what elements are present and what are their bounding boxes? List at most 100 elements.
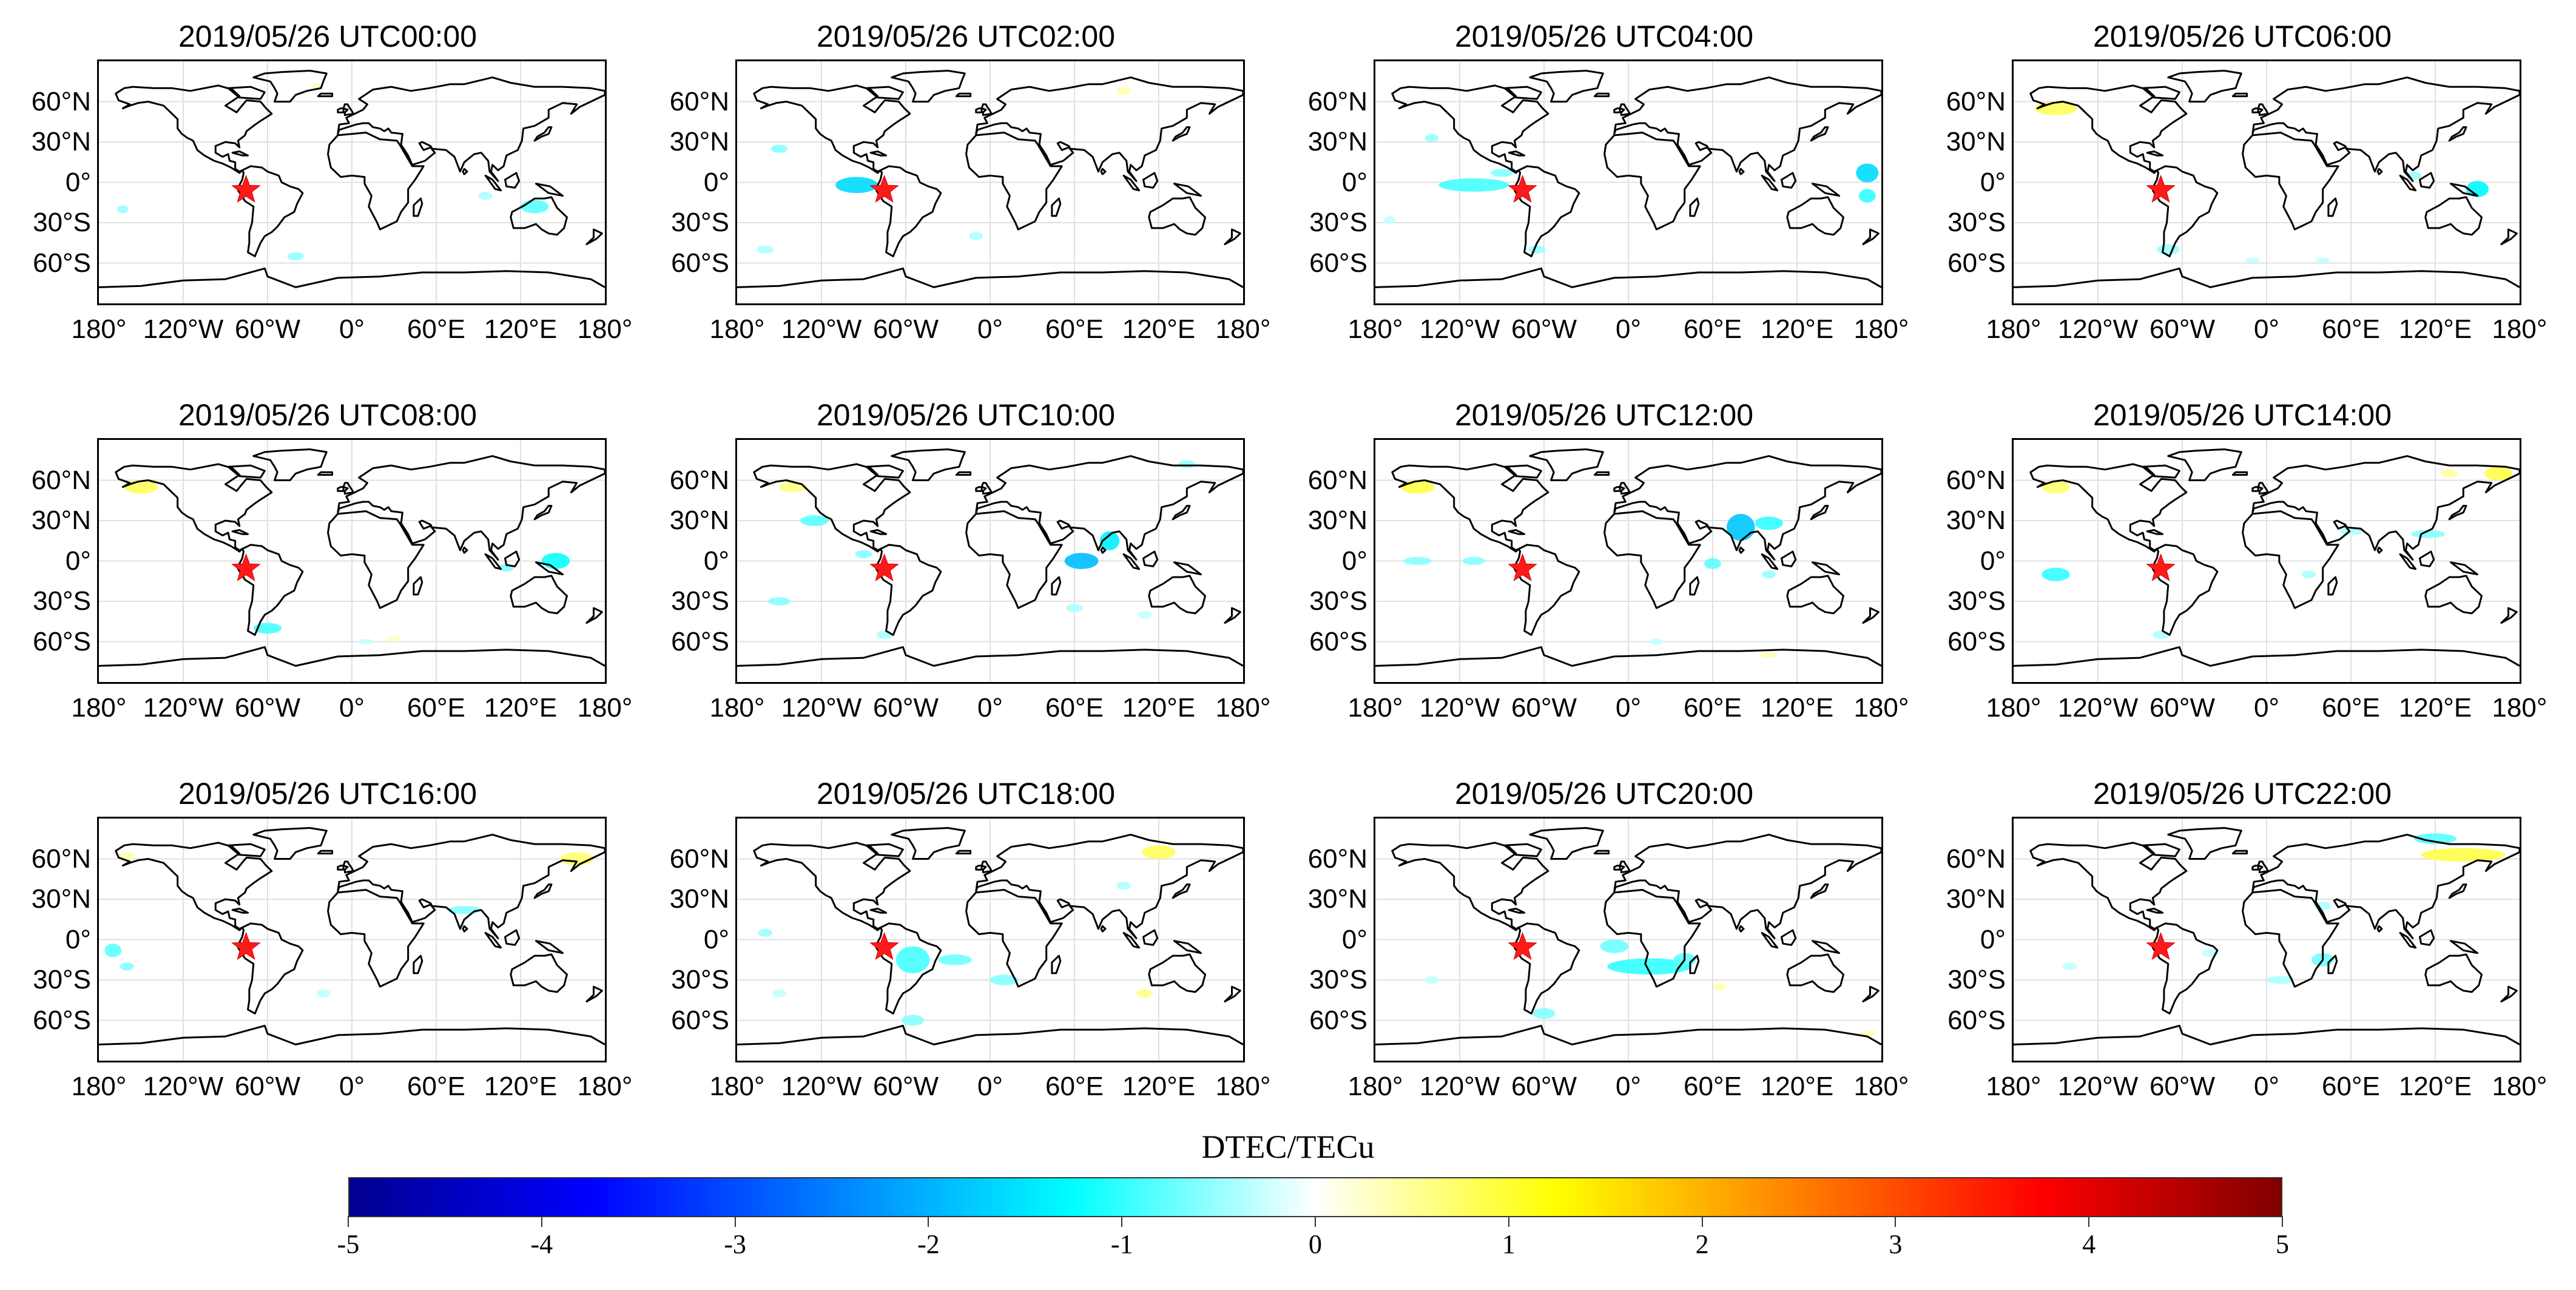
coastline-uk [342,482,354,495]
coastline-iceland [317,92,334,98]
latitude-tick-label: 30°N [1307,884,1367,914]
coastline-australia [1786,196,1844,236]
positive-dtec-anomaly [309,83,324,89]
longitude-tick-label: 180° [71,693,127,723]
longitude-tick-label: 120°E [484,693,558,723]
coastline-australia [510,196,568,236]
longitude-tick-label: 180° [1347,1072,1403,1101]
map-frame [97,438,607,684]
latitude-tick-label: 30°N [1307,505,1367,535]
coastline-north-america [115,463,273,553]
coastline-japan [1172,505,1191,521]
longitude-tick-label: 180° [1986,1072,2042,1101]
coastline-north-america [753,842,911,931]
world-map [1375,61,1881,303]
map-frame [1374,438,1883,684]
negative-dtec-anomaly [1066,604,1083,612]
negative-dtec-anomaly [2339,527,2362,536]
coastline-cuba [231,529,249,535]
map-panel: 2019/05/26 UTC08:00 60°N 30°N 0° 30°S 60°S 180… [0,397,655,761]
longitude-tick-label: 60°E [1684,693,1742,723]
coastline-ireland [2251,107,2259,113]
latitude-tick-label: 30°S [671,965,729,995]
coastline-sumatra [1122,174,1141,192]
coastline-eurasia [337,76,605,182]
longitude-tick-label: 60°E [1684,314,1742,344]
coastline-greenland [1529,448,1604,481]
coastline-sumatra [1761,553,1779,570]
epicenter-star-icon [2146,553,2176,581]
negative-dtec-anomaly [317,989,331,998]
longitude-tick-label: 120°E [484,314,558,344]
coastline-uk [342,103,354,117]
longitude-tick-label: 180° [1347,314,1403,344]
negative-dtec-anomaly [120,962,134,971]
positive-dtec-anomaly [1142,845,1176,859]
latitude-tick-label: 30°S [671,586,729,616]
coastline-africa [2242,132,2339,231]
coastline-australia [1148,196,1206,236]
coastline-africa [2242,889,2339,988]
map-panel: 2019/05/26 UTC06:00 60°N 30°N 0° 30°S 60°S 180… [1915,18,2570,382]
epicenter-star-icon [2146,931,2176,960]
coastline-new-zealand [585,228,603,245]
coastline-ireland [337,486,345,492]
map-panel: 2019/05/26 UTC18:00 60°N 30°N 0° 30°S 60°S 180… [638,775,1293,1140]
colorbar-tick-label: -5 [337,1229,360,1259]
negative-dtec-anomaly [902,1015,925,1026]
coastline-africa [1603,889,1701,988]
coastline-cuba [1508,908,1526,914]
map-frame [1374,817,1883,1062]
longitude-tick-label: 120°W [143,693,224,723]
negative-dtec-anomaly [2063,962,2077,971]
map-panel: 2019/05/26 UTC22:00 60°N 30°N 0° 30°S 60°S 180… [1915,775,2570,1140]
coastline-australia [510,953,568,993]
latitude-tick-label: 30°N [31,127,91,157]
longitude-tick-label: 60°W [2149,314,2216,344]
latitude-tick-label: 30°S [33,208,91,237]
longitude-tick-label: 180° [1215,1072,1271,1101]
coastline-madagascar [1689,954,1700,974]
coastline-greenland [891,827,966,860]
world-map [2014,440,2520,682]
coastline-borneo [2419,172,2435,189]
latitude-tick-label: 0° [1341,167,1367,197]
latitude-tick-label: 60°S [1947,626,2006,657]
coastline-new-zealand [585,985,603,1002]
longitude-tick-label: 120°E [1122,314,1196,344]
longitude-tick-label: 180° [1347,693,1403,723]
epicenter-star-icon [1508,931,1537,960]
panel-title: 2019/05/26 UTC08:00 [178,398,477,432]
coastline-australia [1148,953,1206,993]
coastline-borneo [504,929,521,946]
latitude-tick-label: 30°N [31,505,91,535]
coastline-eurasia [975,76,1243,182]
coastline-sri-lanka [2376,925,2383,933]
map-frame [2012,817,2521,1062]
coastline-greenland [2167,827,2242,860]
epicenter-star-icon [869,931,899,960]
coastline-iceland [955,471,972,476]
coastline-new-guinea [535,940,564,954]
coastline-madagascar [413,954,423,974]
latitude-tick-label: 60°S [33,248,91,278]
positive-dtec-anomaly [1136,989,1153,998]
coastline-madagascar [1051,954,1062,974]
coastline-antarctica [2014,646,2520,667]
longitude-tick-label: 60°E [1684,1072,1742,1101]
latitude-tick-label: 60°N [1307,843,1367,874]
coastline-ireland [337,107,345,113]
coastline-japan [2448,126,2467,142]
coastline-new-guinea [1173,561,1202,576]
coastline-cuba [231,150,249,157]
coastline-new-guinea [1173,940,1202,954]
colorbar-tick-label: 5 [2276,1229,2289,1259]
negative-dtec-anomaly [770,144,788,153]
coastline-new-guinea [2450,940,2478,954]
coastline-sri-lanka [1100,925,1107,933]
coastline-uk [2257,860,2269,874]
longitude-tick-label: 180° [2492,314,2547,344]
coastline-iceland [317,849,334,855]
negative-dtec-anomaly [117,205,129,214]
latitude-tick-label: 30°N [669,505,729,535]
